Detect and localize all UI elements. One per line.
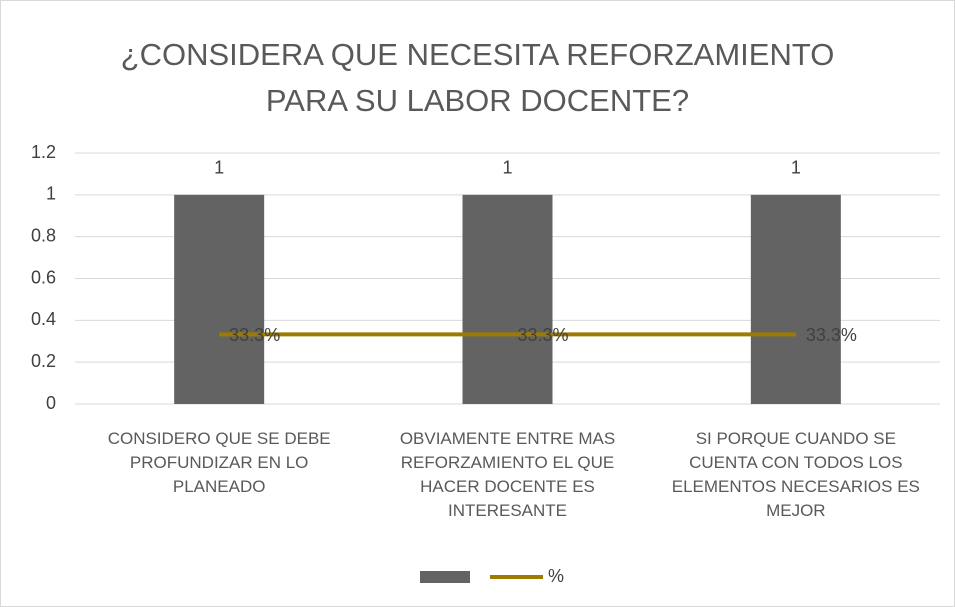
- x-tick-label: CONSIDERO QUE SE DEBE PROFUNDIZAR EN LO …: [107, 429, 331, 496]
- y-tick-label: 1.2: [31, 142, 56, 162]
- data-label: 1: [214, 158, 224, 178]
- y-tick-label: 1: [46, 184, 56, 204]
- y-tick-label: 0: [46, 393, 56, 413]
- data-label: 33.3%: [806, 325, 857, 345]
- bar: [462, 194, 553, 404]
- y-tick-label: 0.2: [31, 351, 56, 371]
- legend-swatch: [420, 571, 470, 583]
- x-tick-label: SI PORQUE CUANDO SE CUENTA CON TODOS LOS…: [671, 429, 920, 520]
- x-tick-label: OBVIAMENTE ENTRE MAS REFORZAMIENTO EL QU…: [399, 429, 616, 520]
- data-label: 33.3%: [229, 325, 280, 345]
- y-tick-label: 0.4: [31, 309, 56, 329]
- bar: [174, 194, 265, 404]
- y-tick-label: 0.8: [31, 225, 56, 245]
- chart-title: ¿CONSIDERA QUE NECESITA REFORZAMIENTO PA…: [120, 37, 835, 118]
- legend-label: %: [548, 566, 564, 586]
- data-label: 1: [791, 158, 801, 178]
- data-label: 1: [502, 158, 512, 178]
- y-tick-label: 0.6: [31, 267, 56, 287]
- bar: [750, 194, 841, 404]
- data-label: 33.3%: [518, 325, 569, 345]
